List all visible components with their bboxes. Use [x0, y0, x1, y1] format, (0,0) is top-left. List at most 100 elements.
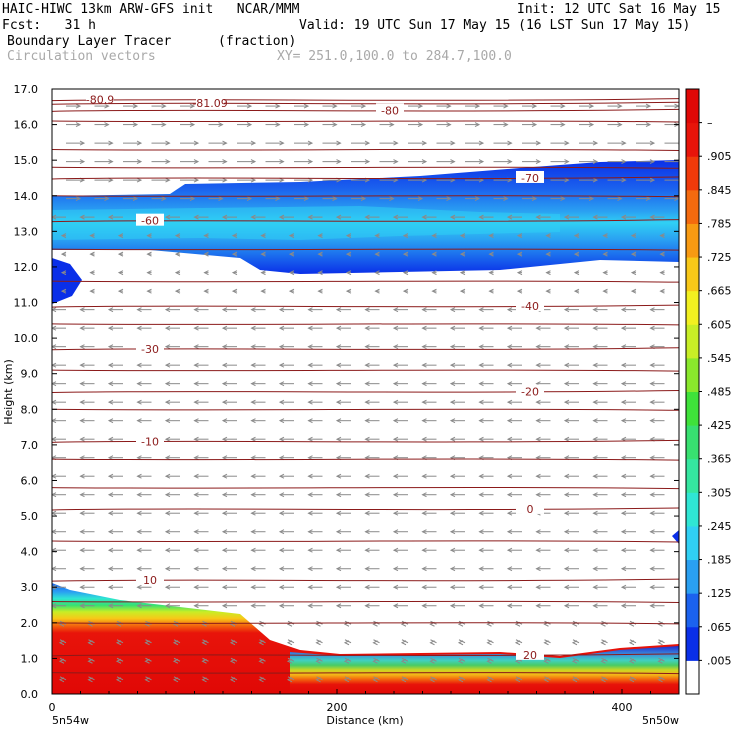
wind-vector-head	[317, 233, 323, 239]
wind-vector-head	[164, 510, 171, 516]
colorbar-swatch	[686, 593, 699, 628]
wind-vector-head	[488, 233, 494, 239]
wind-vector-head	[620, 566, 627, 572]
wind-vector-head	[573, 288, 580, 294]
wind-vector-head	[132, 122, 139, 128]
wind-vector-head	[164, 603, 171, 609]
wind-vector-head	[52, 344, 57, 350]
wind-vector-head	[474, 196, 481, 202]
wind-vector-head	[203, 288, 209, 294]
wind-vector-head	[107, 307, 114, 313]
wind-vector-head	[136, 603, 142, 609]
wind-vector-head	[449, 584, 456, 590]
colorbar-swatch	[686, 189, 699, 224]
wind-vector-head	[307, 510, 313, 516]
wind-vector-head	[345, 270, 352, 276]
wind-vector-head	[250, 418, 256, 424]
wind-vector-head	[449, 603, 456, 609]
wind-vector-head	[117, 288, 124, 294]
wind-vector-head	[79, 510, 85, 516]
wind-vector-head	[360, 122, 367, 128]
wind-vector-head	[364, 325, 370, 331]
wind-vector-head	[649, 177, 656, 183]
wind-vector-head	[221, 381, 228, 387]
contour-label-bg	[86, 92, 114, 105]
wind-vector-head	[563, 344, 570, 350]
wind-vector-head	[506, 492, 513, 498]
wind-vector-head	[459, 270, 466, 276]
wind-vector-head	[288, 270, 295, 276]
wind-vector-head	[89, 270, 95, 276]
wind-vector-head	[278, 529, 285, 535]
wind-vector-head	[52, 492, 57, 498]
wind-vector-head	[164, 455, 171, 461]
wind-vector-head	[52, 362, 57, 368]
contour-label-bg	[196, 96, 224, 109]
wind-vector-head	[564, 140, 570, 146]
wind-vector-head	[446, 122, 452, 128]
wind-vector-head	[221, 529, 228, 535]
wind-vector-head	[478, 566, 484, 572]
wind-vector-head	[449, 566, 456, 572]
colorbar-label: .665	[707, 285, 732, 298]
wind-vector-head	[600, 640, 606, 646]
wind-vector-head	[52, 325, 57, 331]
wind-vector-head	[449, 473, 456, 479]
wind-vector-head	[628, 658, 635, 664]
wind-vector-head	[417, 103, 424, 109]
wind-vector-head	[560, 122, 566, 128]
wind-vector-head	[144, 658, 150, 664]
wind-vector-head	[335, 547, 342, 553]
wind-vector-head	[535, 140, 542, 146]
y-tick-label: 0.0	[21, 688, 39, 701]
wind-vector-head	[478, 547, 484, 553]
colorbar-swatch	[686, 559, 699, 594]
wind-vector-head	[421, 214, 427, 220]
wind-vector-head	[52, 381, 57, 387]
temperature-contour	[52, 653, 679, 657]
wind-vector-head	[307, 344, 313, 350]
wind-vector-head	[315, 640, 321, 646]
wind-vector-head	[335, 399, 342, 405]
wind-vector-head	[592, 436, 598, 442]
right-tracer-marker	[672, 530, 679, 544]
wind-vector-head	[506, 473, 513, 479]
wind-vector-head	[146, 251, 152, 257]
wind-vector-head	[563, 473, 570, 479]
wind-vector-head	[335, 307, 342, 313]
wind-vector-head	[315, 677, 321, 683]
wind-vector-head	[335, 529, 342, 535]
wind-vector-head	[657, 621, 663, 627]
wind-vector-head	[620, 307, 627, 313]
wind-vector-head	[332, 122, 338, 128]
wind-vector-head	[307, 307, 313, 313]
colorbar-swatch	[686, 425, 699, 460]
wind-vector-head	[107, 473, 114, 479]
cross-section-endpoints: XY= 251.0,100.0 to 284.7,100.0	[277, 49, 512, 64]
wind-vector-head	[392, 436, 399, 442]
wind-vector-head	[335, 473, 342, 479]
wind-vector-head	[193, 566, 199, 572]
wind-vector-head	[592, 473, 598, 479]
wind-vector-head	[201, 640, 207, 646]
wind-vector-head	[335, 418, 342, 424]
wind-vector-head	[649, 140, 656, 146]
wind-vector-head	[657, 677, 663, 683]
wind-vector-head	[193, 603, 199, 609]
wind-vector-head	[335, 381, 342, 387]
wind-vector-head	[421, 529, 427, 535]
wind-vector-head	[317, 270, 323, 276]
wind-vector-head	[335, 584, 342, 590]
wind-vector-head	[431, 270, 437, 276]
wind-vector-head	[421, 584, 427, 590]
temperature-contour	[52, 578, 679, 582]
wind-vector-head	[172, 640, 179, 646]
wind-vector-head	[307, 473, 313, 479]
wind-vector-head	[79, 529, 85, 535]
wind-vector-head	[374, 288, 380, 294]
colorbar-label: .545	[707, 352, 732, 365]
wind-vector-head	[278, 214, 285, 220]
wind-vector-head	[79, 140, 86, 146]
wind-vector-head	[87, 677, 93, 683]
wind-vector-head	[303, 122, 310, 128]
